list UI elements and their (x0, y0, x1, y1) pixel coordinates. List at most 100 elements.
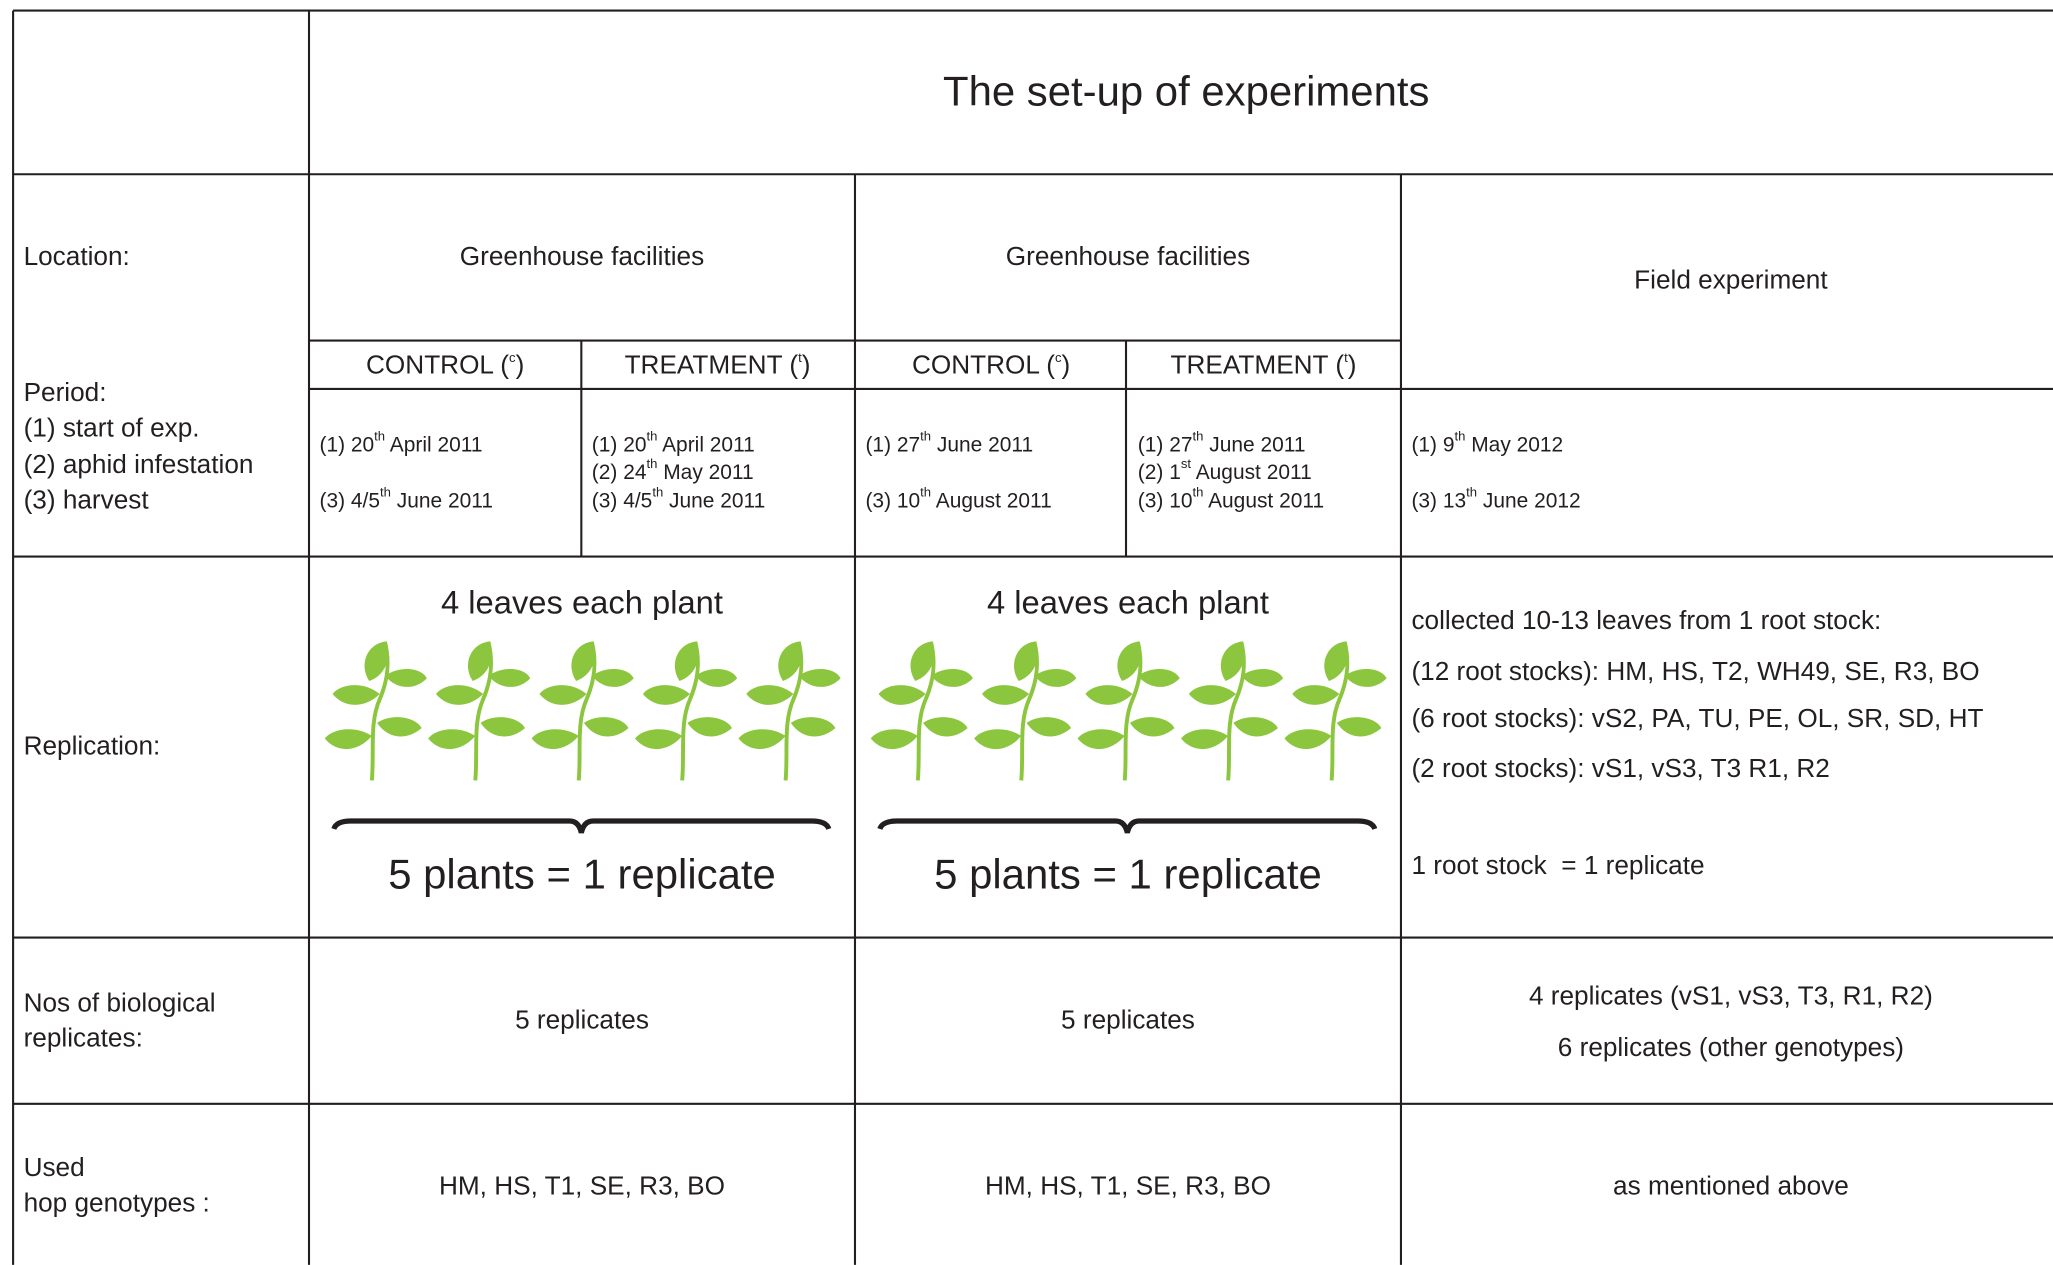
table-grid (13, 11, 2053, 1265)
plant-icon (532, 642, 634, 781)
cell-text: (3) 4/5th June 2011 (319, 485, 493, 512)
superscript: th (1192, 485, 1203, 500)
text-part: (3) 4/5 (592, 489, 653, 512)
setup-table: The set-up of experiments Location: Peri… (0, 0, 2053, 1265)
row-label: (3) harvest (24, 484, 150, 514)
plants-caption: 5 plants = 1 replicate (388, 850, 776, 897)
row-label: Replication: (24, 731, 161, 761)
text-part: ) (802, 350, 811, 380)
replication-line: collected 10-13 leaves from 1 root stock… (1411, 605, 1881, 635)
cell-text: TREATMENT (t) (1171, 350, 1357, 380)
genotypes: as mentioned above (1613, 1171, 1849, 1201)
text-part: (1) 20 (319, 433, 374, 456)
superscript: th (1466, 485, 1477, 500)
location: Greenhouse facilities (1006, 241, 1250, 271)
location: Greenhouse facilities (460, 241, 704, 271)
replication-line: (6 root stocks): vS2, PA, TU, PE, OL, SR… (1411, 703, 1983, 733)
cell-text: (1) 20th April 2011 (592, 429, 755, 456)
cell-text: CONTROL (c) (366, 350, 524, 380)
genotypes: HM, HS, T1, SE, R3, BO (439, 1171, 725, 1201)
superscript: th (647, 429, 658, 444)
text-part: CONTROL ( (912, 350, 1055, 380)
replicates: 6 replicates (other genotypes) (1558, 1032, 1904, 1062)
text-part: CONTROL ( (366, 350, 509, 380)
plant-icon (871, 642, 973, 781)
plant-icon (325, 642, 427, 781)
superscript: th (1192, 429, 1203, 444)
text-part: (2) 24 (592, 460, 647, 483)
text-part: TREATMENT ( (625, 350, 799, 380)
row-label: hop genotypes : (24, 1188, 210, 1218)
text-part: May 2011 (657, 460, 753, 483)
location: Field experiment (1634, 265, 1828, 295)
text-part: August 2011 (1191, 460, 1312, 483)
plants-caption: 5 plants = 1 replicate (934, 850, 1322, 897)
plant-icon (1284, 642, 1386, 781)
cell-text: CONTROL (c) (912, 350, 1070, 380)
cell-text: (1) 27th June 2011 (865, 429, 1033, 456)
text-part: (3) 4/5 (319, 489, 380, 512)
text-part: ) (516, 350, 525, 380)
page: {"header": {"title": "The set-up of expe… (0, 0, 2053, 1265)
row-label: replicates: (24, 1023, 143, 1053)
text-part: ) (1348, 350, 1357, 380)
replication-line: (2 root stocks): vS1, vS3, T3 R1, R2 (1411, 753, 1829, 783)
text-part: June 2011 (391, 489, 493, 512)
text-part: August 2011 (1203, 489, 1324, 512)
cell-text: (2) 24th May 2011 (592, 456, 754, 483)
cell-text: (3) 10th August 2011 (865, 485, 1051, 512)
superscript: th (374, 429, 385, 444)
text-part: June 2011 (1203, 433, 1305, 456)
plant-icon (635, 642, 737, 781)
text-part: (3) 13 (1411, 489, 1466, 512)
brace (880, 821, 1375, 833)
replication-line: 1 root stock = 1 replicate (1411, 850, 1704, 880)
text-part: (1) 27 (865, 433, 920, 456)
cell-text: (2) 1st August 2011 (1138, 456, 1312, 483)
plant-icon (974, 642, 1076, 781)
superscript: st (1181, 456, 1192, 471)
brace (334, 821, 829, 833)
genotypes: HM, HS, T1, SE, R3, BO (985, 1171, 1271, 1201)
row-label: (2) aphid infestation (24, 449, 254, 479)
cell-text: (1) 20th April 2011 (319, 429, 482, 456)
superscript: th (920, 485, 931, 500)
text-part: August 2011 (931, 489, 1052, 512)
text-part: April 2011 (385, 433, 482, 456)
text-part: June 2011 (931, 433, 1033, 456)
superscript: th (647, 456, 658, 471)
text-part: (2) 1 (1138, 460, 1181, 483)
cell-text: (1) 9th May 2012 (1411, 429, 1563, 456)
superscript: th (920, 429, 931, 444)
superscript: th (652, 485, 663, 500)
row-label: Location: (24, 241, 130, 271)
row-label: (1) start of exp. (24, 412, 200, 442)
row-label: Nos of biological (24, 987, 216, 1017)
cell-text: (1) 27th June 2011 (1138, 429, 1306, 456)
replicates: 5 replicates (1061, 1004, 1195, 1034)
text-part: (1) 27 (1138, 433, 1193, 456)
cell-text: (3) 10th August 2011 (1138, 485, 1324, 512)
text-part: June 2012 (1477, 489, 1581, 512)
text-part: April 2011 (657, 433, 754, 456)
text-part: TREATMENT ( (1171, 350, 1345, 380)
cell-text: (3) 4/5th June 2011 (592, 485, 766, 512)
leaves-caption: 4 leaves each plant (987, 584, 1269, 621)
plant-icon (1181, 642, 1283, 781)
leaves-caption: 4 leaves each plant (441, 584, 723, 621)
plant-icon (428, 642, 530, 781)
plant-icon (738, 642, 840, 781)
replicates: 4 replicates (vS1, vS3, T3, R1, R2) (1529, 981, 1933, 1011)
text-part: (3) 10 (865, 489, 920, 512)
plant-icon (1078, 642, 1180, 781)
text-part: (1) 20 (592, 433, 647, 456)
cell-text: (3) 13th June 2012 (1411, 485, 1580, 512)
text-part: June 2011 (663, 489, 765, 512)
superscript: th (380, 485, 391, 500)
text-part: (1) 9 (1411, 433, 1454, 456)
cell-text: TREATMENT (t) (625, 350, 811, 380)
text-part: (3) 10 (1138, 489, 1193, 512)
text-part: ) (1062, 350, 1071, 380)
text-part: May 2012 (1465, 433, 1563, 456)
row-label: Used (24, 1152, 85, 1182)
